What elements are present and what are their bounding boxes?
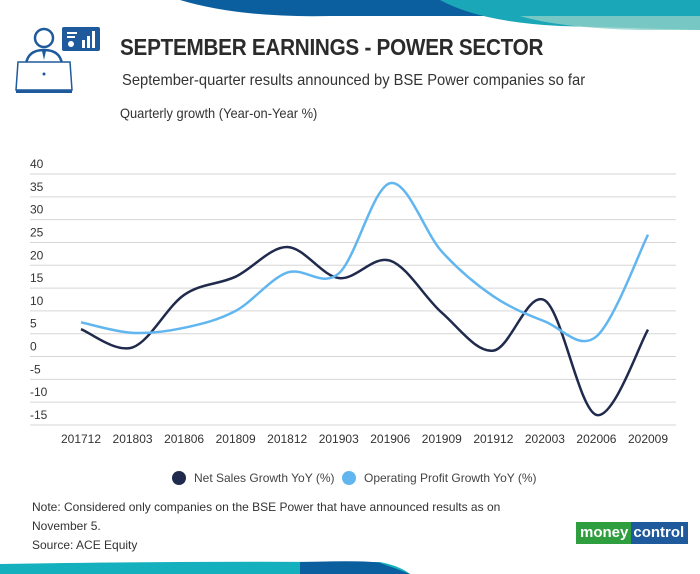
y-tick-label: 0 xyxy=(30,340,37,354)
series-line-operating-profit xyxy=(80,181,650,343)
note-line-1: Note: Considered only companies on the B… xyxy=(32,500,501,514)
legend-swatch-operating-profit xyxy=(342,471,356,485)
x-tick-label: 201809 xyxy=(216,432,256,446)
source-text: Source: ACE Equity xyxy=(32,538,138,552)
x-tick-label: 201712 xyxy=(61,432,101,446)
y-tick-label: 25 xyxy=(30,225,44,239)
logo-part-control: control xyxy=(631,522,689,544)
line-chart: 40 35 30 25 20 15 10 5 0 -5 -10 -15 201712 201803 201… xyxy=(30,157,676,446)
y-tick-label: -10 xyxy=(30,385,48,399)
chart-subtitle: September-quarter results announced by B… xyxy=(122,72,586,89)
series-line-net-sales xyxy=(80,245,650,417)
top-decorative-band xyxy=(180,0,700,30)
x-tick-label: 201909 xyxy=(422,432,462,446)
y-tick-label: 15 xyxy=(30,271,44,285)
note-line-2: November 5. xyxy=(32,519,101,533)
x-tick-label: 201906 xyxy=(370,432,410,446)
x-tick-label: 201903 xyxy=(319,432,359,446)
y-tick-label: 40 xyxy=(30,157,44,171)
chart-title: SEPTEMBER EARNINGS - POWER SECTOR xyxy=(120,34,544,60)
y-tick-label: -5 xyxy=(30,362,41,376)
y-tick-label: 20 xyxy=(30,248,44,262)
bottom-decorative-band xyxy=(0,561,410,574)
x-tick-label: 201806 xyxy=(164,432,204,446)
y-tick-label: 35 xyxy=(30,180,44,194)
x-tick-label: 202006 xyxy=(576,432,616,446)
x-tick-label: 201912 xyxy=(473,432,513,446)
y-axis-title: Quarterly growth (Year-on-Year %) xyxy=(120,105,318,121)
legend-label-operating-profit: Operating Profit Growth YoY (%) xyxy=(364,471,537,485)
legend-label-net-sales: Net Sales Growth YoY (%) xyxy=(194,471,335,485)
x-tick-label: 202003 xyxy=(525,432,565,446)
y-tick-label: 10 xyxy=(30,294,44,308)
analyst-laptop-dashboard-icon xyxy=(15,27,100,93)
y-tick-label: 30 xyxy=(30,203,44,217)
legend-swatch-net-sales xyxy=(172,471,186,485)
x-tick-label: 201812 xyxy=(267,432,307,446)
y-tick-label: -15 xyxy=(30,408,48,422)
x-tick-label: 202009 xyxy=(628,432,668,446)
legend-item-net-sales: Net Sales Growth YoY (%) xyxy=(172,471,335,485)
logo-part-money: money xyxy=(576,522,632,544)
y-tick-label: 5 xyxy=(30,317,37,331)
x-tick-label: 201803 xyxy=(113,432,153,446)
moneycontrol-logo: money control xyxy=(576,522,689,544)
legend-item-operating-profit: Operating Profit Growth YoY (%) xyxy=(342,471,537,485)
